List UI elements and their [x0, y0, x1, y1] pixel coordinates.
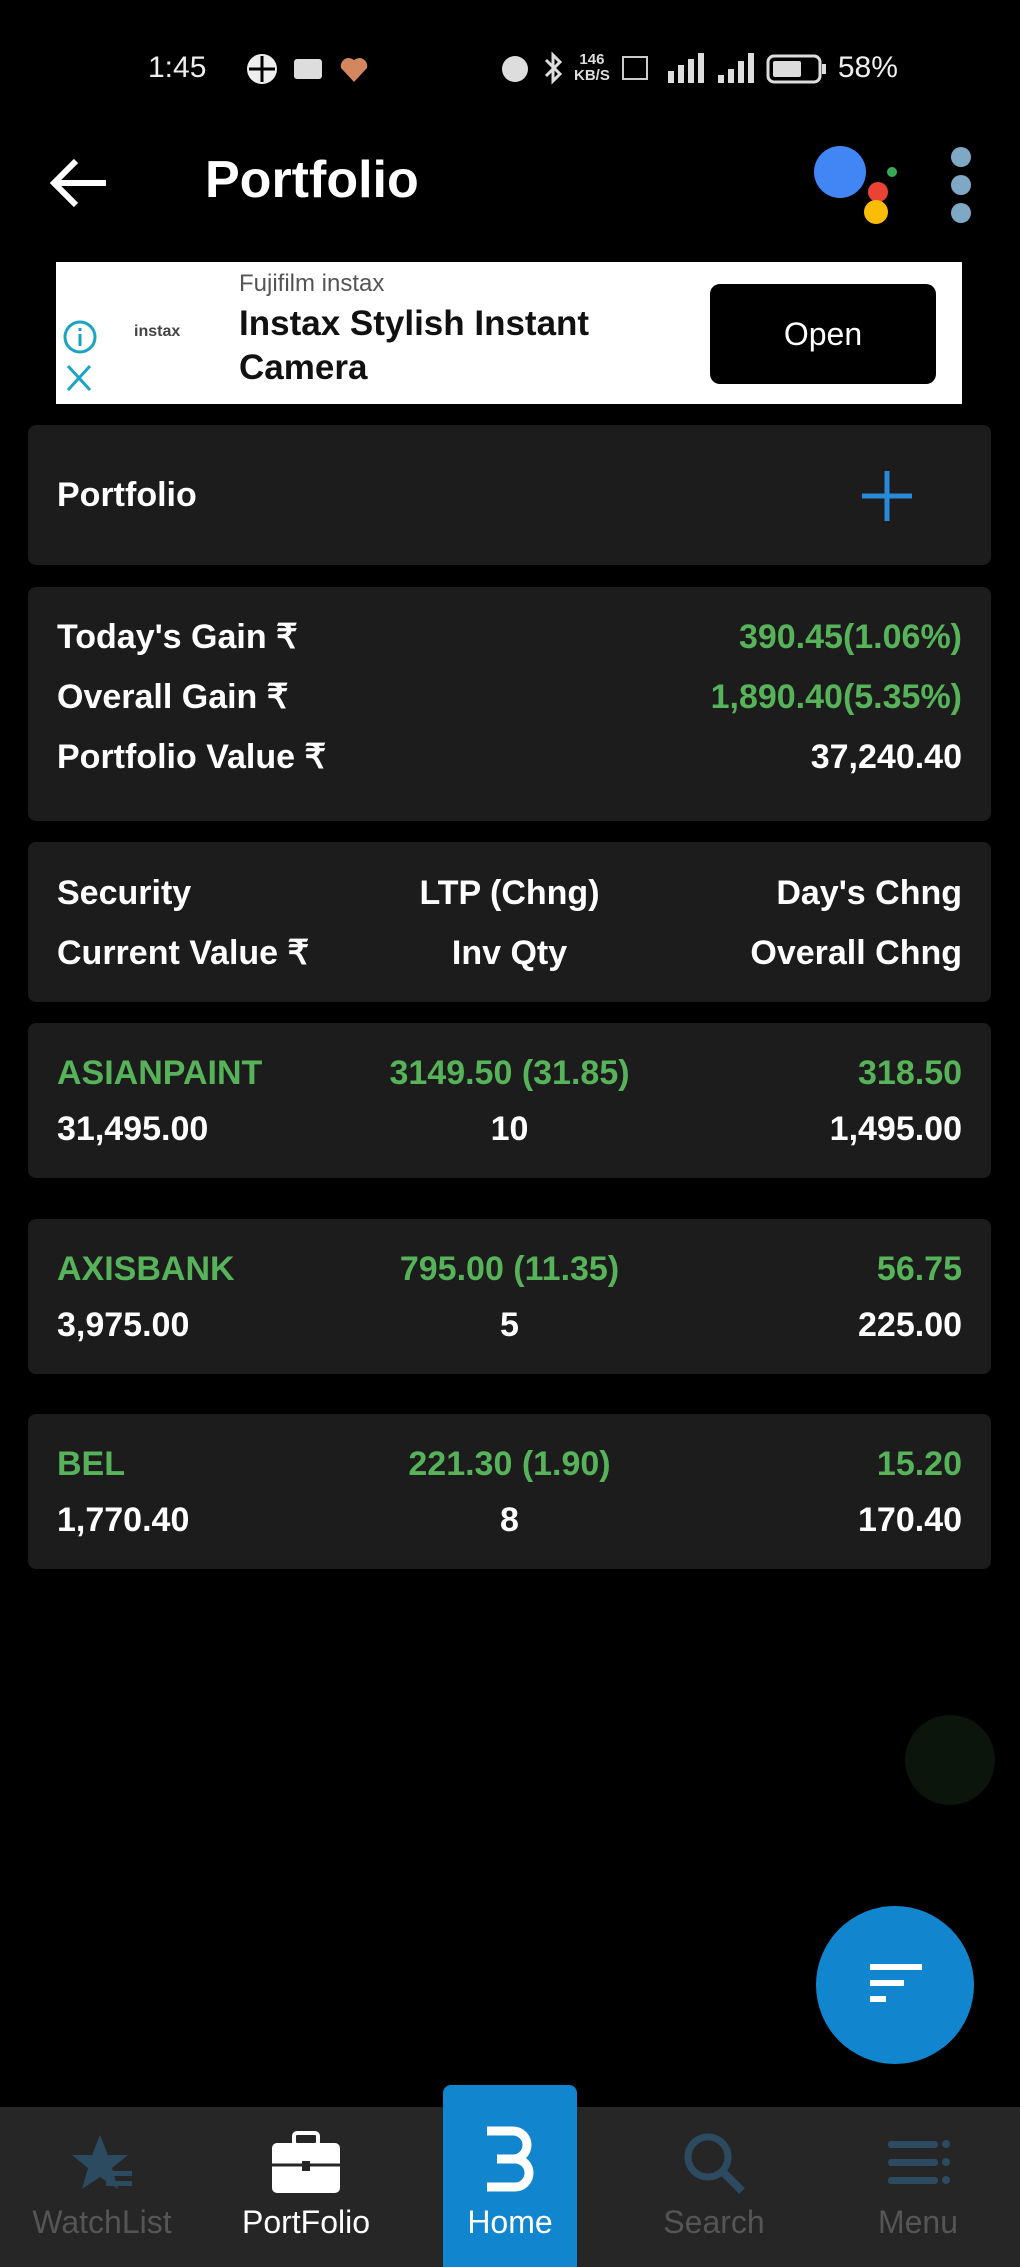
- holding-ltp: 3149.50 (31.85): [389, 1053, 630, 1092]
- holding-row-1: BEL 221.30 (1.90) 15.20: [57, 1442, 962, 1486]
- col-overall-chng[interactable]: Overall Chng: [750, 933, 963, 972]
- col-security[interactable]: Security: [57, 873, 192, 912]
- ad-close-icon[interactable]: [64, 362, 94, 394]
- holding-symbol: ASIANPAINT: [57, 1053, 263, 1092]
- menu-icon: [888, 2140, 950, 2184]
- page-title: Portfolio: [205, 151, 419, 209]
- ad-headline-2: Camera: [239, 348, 368, 387]
- ad-advertiser: Fujifilm instax: [239, 270, 385, 297]
- nav-menu[interactable]: Menu: [816, 2107, 1020, 2267]
- portfolio-value-row: Portfolio Value ₹ 37,240.40: [57, 735, 962, 779]
- nav-watchlist[interactable]: WatchList: [0, 2107, 204, 2267]
- holding-day-chng: 318.50: [858, 1053, 963, 1092]
- holding-row-1: AXISBANK 795.00 (11.35) 56.75: [57, 1247, 962, 1291]
- nav-search[interactable]: Search: [612, 2107, 816, 2267]
- sort-icon: [870, 1964, 922, 2002]
- ad-banner[interactable]: instax Fujifilm instax Instax Stylish In…: [56, 262, 962, 404]
- health-heart-icon: [340, 58, 368, 82]
- portfolio-label-row: Portfolio: [57, 473, 962, 517]
- alarm-icon: [502, 56, 528, 82]
- todays-gain-row: Today's Gain ₹ 390.45(1.06%): [57, 615, 962, 659]
- summary-card: Today's Gain ₹ 390.45(1.06%) Overall Gain…: [28, 587, 991, 821]
- nav-home[interactable]: Home: [443, 2085, 577, 2267]
- holding-row-2: 31,495.00 10 1,495.00: [57, 1107, 962, 1151]
- nav-portfolio-label: PortFolio: [241, 2204, 371, 2240]
- holding-row-1: ASIANPAINT 3149.50 (31.85) 318.50: [57, 1051, 962, 1095]
- holding-card[interactable]: BEL 221.30 (1.90) 15.20 1,770.40 8 170.40: [28, 1414, 991, 1569]
- overall-gain-label: Overall Gain ₹: [57, 678, 289, 716]
- col-inv-qty[interactable]: Inv Qty: [451, 933, 568, 972]
- nav-home-label: Home: [467, 2204, 553, 2240]
- todays-gain-label: Today's Gain ₹: [57, 618, 298, 656]
- holding-current-value: 31,495.00: [57, 1109, 209, 1148]
- nav-portfolio[interactable]: PortFolio: [204, 2107, 408, 2267]
- bluetooth-icon: [544, 51, 563, 85]
- status-notification-icons: [245, 52, 371, 86]
- signal-1-icon: [667, 53, 704, 83]
- signal-2-icon: [717, 53, 754, 83]
- status-system-icons: 146 KB/S 58%: [498, 50, 898, 86]
- column-header-card: Security LTP (Chng) Day's Chng Current Val…: [28, 842, 991, 1002]
- column-header-row-2: Current Value ₹ Inv Qty Overall Chng: [57, 931, 962, 975]
- sort-filter-fab[interactable]: [816, 1906, 974, 2064]
- briefcase-icon: [272, 2131, 340, 2193]
- home-logo-icon: [487, 2126, 534, 2192]
- overall-gain-row: Overall Gain ₹ 1,890.40(5.35%): [57, 675, 962, 719]
- holding-symbol: AXISBANK: [57, 1249, 235, 1288]
- col-ltp[interactable]: LTP (Chng): [419, 873, 600, 912]
- holding-overall-chng: 1,495.00: [829, 1109, 963, 1148]
- holding-day-chng: 56.75: [876, 1249, 963, 1288]
- portfolio-label: Portfolio: [57, 475, 197, 514]
- holding-ltp: 795.00 (11.35): [399, 1249, 620, 1288]
- more-options-icon[interactable]: [948, 145, 974, 225]
- bottom-nav: WatchList PortFolio Home Search Menu: [0, 2085, 1020, 2267]
- holding-symbol: BEL: [57, 1444, 125, 1483]
- ad-info-icon[interactable]: [62, 319, 98, 355]
- star-list-icon: [72, 2135, 132, 2189]
- battery-percent: 58%: [837, 51, 898, 84]
- chat-bubble-button[interactable]: [905, 1715, 995, 1805]
- holding-row-2: 3,975.00 5 225.00: [57, 1303, 962, 1347]
- ad-open-button[interactable]: Open: [710, 284, 936, 384]
- holding-current-value: 3,975.00: [57, 1305, 190, 1344]
- app-notification-icon: [247, 54, 277, 84]
- back-arrow-icon[interactable]: [48, 155, 110, 211]
- todays-gain-value: 390.45(1.06%): [738, 617, 962, 656]
- net-speed-value: 146: [579, 51, 605, 68]
- holding-overall-chng: 170.40: [858, 1500, 963, 1539]
- net-speed-unit: KB/S: [574, 67, 610, 84]
- portfolio-value-value: 37,240.40: [810, 737, 962, 776]
- search-icon: [684, 2133, 745, 2194]
- overall-gain-value: 1,890.40(5.35%): [710, 677, 962, 716]
- portfolio-selector-card[interactable]: Portfolio: [28, 425, 991, 565]
- battery-icon: [766, 54, 826, 84]
- add-portfolio-icon[interactable]: [860, 469, 914, 523]
- holding-card[interactable]: ASIANPAINT 3149.50 (31.85) 318.50 31,495.0…: [28, 1023, 991, 1178]
- volte-icon: [621, 56, 648, 80]
- net-speed: 146 KB/S: [574, 52, 610, 84]
- col-days-chng[interactable]: Day's Chng: [776, 873, 963, 912]
- column-header-row-1: Security LTP (Chng) Day's Chng: [57, 871, 962, 915]
- nav-watchlist-label: WatchList: [32, 2204, 172, 2240]
- ad-logo: instax: [134, 323, 181, 340]
- ad-headline-1: Instax Stylish Instant: [239, 304, 590, 343]
- holding-overall-chng: 225.00: [858, 1305, 963, 1344]
- holding-day-chng: 15.20: [876, 1444, 963, 1483]
- holding-ltp: 221.30 (1.90): [408, 1444, 611, 1483]
- portfolio-value-label: Portfolio Value ₹: [57, 738, 327, 776]
- holding-qty: 8: [500, 1500, 519, 1539]
- holding-qty: 10: [490, 1109, 529, 1148]
- image-notification-icon: [294, 59, 322, 79]
- holding-card[interactable]: AXISBANK 795.00 (11.35) 56.75 3,975.00 5 225…: [28, 1219, 991, 1374]
- col-current-value[interactable]: Current Value ₹: [57, 934, 310, 972]
- holding-row-2: 1,770.40 8 170.40: [57, 1498, 962, 1542]
- holding-qty: 5: [500, 1305, 519, 1344]
- nav-menu-label: Menu: [877, 2204, 959, 2240]
- nav-search-label: Search: [663, 2204, 765, 2240]
- holding-current-value: 1,770.40: [57, 1500, 190, 1539]
- google-assistant-icon[interactable]: [810, 140, 900, 230]
- status-time: 1:45: [148, 51, 207, 84]
